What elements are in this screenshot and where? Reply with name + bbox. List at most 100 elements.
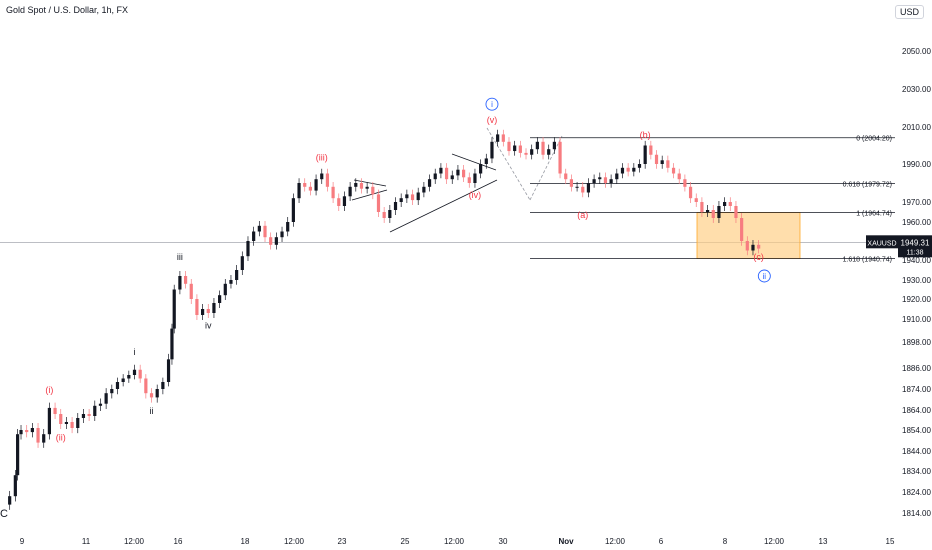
candle-body <box>178 276 182 290</box>
candle-body <box>462 169 466 178</box>
x-tick-label: 11 <box>82 537 91 546</box>
currency-selector[interactable]: USD <box>894 5 924 19</box>
candle-body <box>569 179 574 187</box>
candle-body <box>688 186 693 199</box>
fib-level-label: 1 (1964.74) <box>856 211 892 218</box>
candle-body <box>19 430 23 435</box>
symbol-title: Gold Spot / U.S. Dollar, 1h, FX <box>6 5 129 15</box>
candle-body <box>320 173 324 180</box>
candle-body <box>609 179 613 183</box>
candle-body <box>671 167 676 174</box>
candle-body <box>161 382 165 389</box>
wave-label: iii <box>177 252 183 262</box>
wave-label: (v) <box>487 115 498 125</box>
candle-body <box>530 149 534 155</box>
candle-body <box>728 202 732 206</box>
candle-body <box>76 418 80 428</box>
candle-body <box>603 177 608 183</box>
x-tick-label: 12:00 <box>764 537 785 546</box>
candle-body <box>98 403 103 406</box>
x-tick-label: 16 <box>174 537 183 546</box>
candle-body <box>643 145 647 164</box>
x-tick-label: 13 <box>819 537 828 546</box>
candle-body <box>473 173 477 183</box>
y-tick-label: 1874.00 <box>902 385 931 394</box>
candle-body <box>291 198 295 222</box>
candle-body <box>13 475 17 497</box>
candle-body <box>575 186 579 188</box>
candle-body <box>70 422 74 428</box>
x-tick-label: 6 <box>659 537 664 546</box>
candle-body <box>558 141 562 174</box>
last-price-tag: 1949.31 <box>901 238 930 247</box>
y-tick-label: 1940.00 <box>902 256 931 265</box>
candle-body <box>717 206 721 218</box>
candle-body <box>745 241 749 251</box>
candle-body <box>694 198 698 202</box>
y-tick-label: 1898.00 <box>902 338 931 347</box>
candle-body <box>513 145 517 152</box>
candle-body <box>541 141 545 155</box>
candle-body <box>195 299 199 315</box>
candle-body <box>115 382 120 389</box>
candle-body <box>450 175 454 180</box>
wave-label: (iii) <box>316 152 328 162</box>
x-tick-label: Nov <box>558 537 574 546</box>
candle-body <box>456 169 460 176</box>
candle-body <box>626 167 630 172</box>
candle-body <box>757 244 761 249</box>
wave-label: (i) <box>45 385 53 395</box>
x-tick-label: 25 <box>401 537 410 546</box>
candle-body <box>564 173 568 180</box>
candle-body <box>170 328 174 360</box>
candle-body <box>740 218 744 241</box>
candle-body <box>711 210 715 218</box>
candle-body <box>586 183 591 193</box>
candle-body <box>42 434 46 443</box>
candle-body <box>297 183 301 199</box>
wave-label: iv <box>205 321 212 331</box>
candle-body <box>427 179 432 187</box>
candle-body <box>93 405 97 416</box>
candle-body <box>649 145 653 155</box>
candle-body <box>8 496 12 505</box>
candle-body <box>223 283 227 296</box>
candle-body <box>132 369 137 375</box>
candle-body <box>677 173 681 180</box>
candle-body <box>212 303 216 313</box>
candle-body <box>286 222 290 232</box>
candle-body <box>444 167 449 180</box>
candle-body <box>620 167 625 174</box>
trendline <box>529 135 563 201</box>
candle-body <box>518 145 522 153</box>
y-tick-label: 1824.00 <box>902 488 931 497</box>
candle-body <box>149 393 154 398</box>
wave-label: (a) <box>577 210 588 220</box>
candle-body <box>422 186 426 193</box>
candle-body <box>479 164 483 174</box>
wave-label: i <box>134 347 136 357</box>
candle-body <box>25 430 29 433</box>
trendline <box>353 179 387 187</box>
candle-body <box>490 141 494 159</box>
candle-body <box>183 276 188 284</box>
candle-body <box>36 428 40 443</box>
candle-body <box>705 210 710 212</box>
candle-body <box>433 173 437 180</box>
y-tick-label: 1854.00 <box>902 426 931 435</box>
candle-body <box>16 434 20 476</box>
candle-body <box>399 198 403 202</box>
candle-body <box>393 202 398 210</box>
y-tick-label: 1814.00 <box>902 509 931 518</box>
fib-level-label: 0.618 (1979.72) <box>843 182 892 189</box>
wave-label: C <box>0 508 8 520</box>
fib-level-label: 0 (2004.20) <box>856 136 892 143</box>
candle-body <box>235 270 239 280</box>
candle-body <box>104 393 108 404</box>
candle-body <box>246 241 250 257</box>
candle-body <box>552 141 556 150</box>
candle-body <box>47 407 51 435</box>
candle-body <box>189 283 193 299</box>
y-tick-label: 1920.00 <box>902 295 931 304</box>
candle-body <box>683 179 687 187</box>
